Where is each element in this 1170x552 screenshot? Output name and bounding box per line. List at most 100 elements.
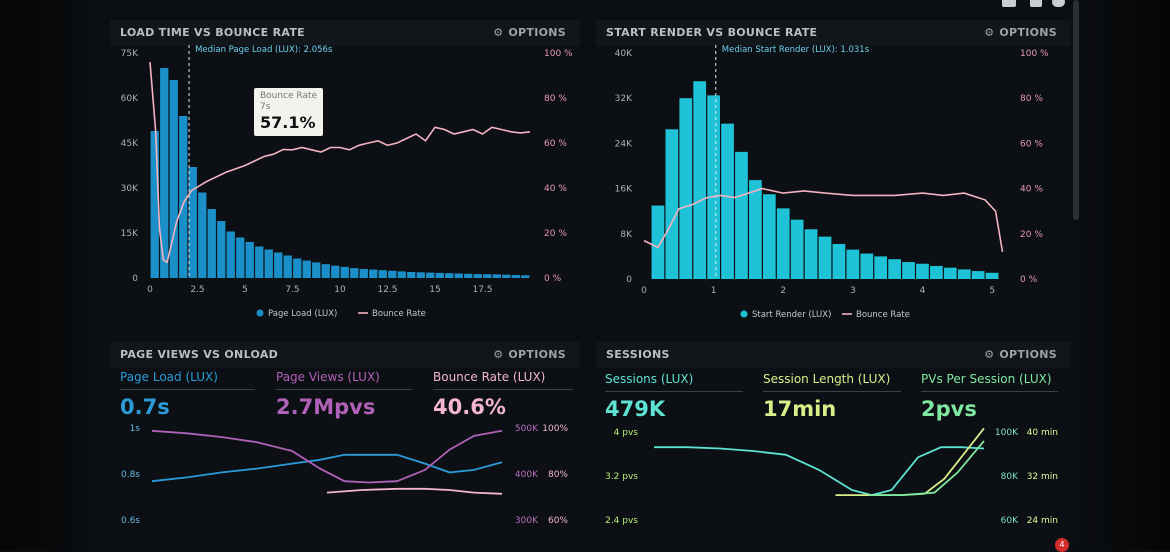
bookmark-icon[interactable] [1030, 0, 1042, 7]
right-tick-label: 24 min [1027, 516, 1058, 526]
y2-tick-label: 80 % [1020, 94, 1043, 104]
histogram-bar [255, 246, 264, 278]
histogram-bar [916, 263, 929, 279]
metric-sessions: Sessions (LUX) 479K [605, 372, 743, 421]
notification-badge[interactable]: 4 [1055, 538, 1069, 552]
histogram-bar [888, 259, 901, 279]
left-tick-label: 3.2 pvs [605, 472, 638, 482]
histogram-bar [464, 273, 473, 278]
x-tick-label: 15 [429, 285, 440, 295]
histogram-bar [340, 266, 349, 278]
histogram-bar [665, 129, 679, 279]
options-button[interactable]: ⚙ OPTIONS [493, 348, 566, 361]
histogram-bar [651, 205, 665, 279]
histogram-bar [264, 249, 273, 278]
metric-divider [433, 389, 573, 390]
y2-tick-label: 40 % [544, 184, 567, 194]
histogram-bar [943, 267, 957, 279]
y-tick-label: 0 [626, 275, 632, 285]
x-tick-label: 10 [334, 285, 346, 295]
histogram-bar [985, 272, 999, 279]
y2-tick-label: 60 % [544, 139, 567, 149]
panel-header: START RENDER VS BOUNCE RATE ⚙ OPTIONS [596, 20, 1071, 46]
histogram-bar [776, 208, 790, 279]
histogram-bar [207, 209, 216, 278]
tooltip-sublabel: 7s [260, 102, 271, 112]
histogram-bar [350, 268, 359, 278]
legend-swatch-bars [740, 310, 748, 318]
histogram-bar [321, 264, 330, 278]
series-line [151, 453, 503, 483]
histogram-bar [378, 270, 387, 278]
histogram-bar [930, 266, 943, 279]
y-tick-label: 60K [121, 94, 139, 104]
right-tick-label: 32 min [1027, 472, 1058, 482]
y2-tick-label: 40 % [1020, 185, 1043, 195]
x-tick-label: 5 [989, 286, 995, 296]
histogram-bar [331, 265, 340, 278]
vertical-scrollbar[interactable] [1073, 0, 1079, 220]
left-tick-label: 0.8s [121, 470, 140, 480]
panel-title: PAGE VIEWS VS ONLOAD [120, 348, 279, 361]
x-tick-label: 12.5 [377, 285, 397, 295]
x-tick-label: 0 [641, 286, 647, 296]
page-views-chart: 1s 0.8s 0.6s 500K 400K 300K 100% 80% 60% [121, 424, 568, 526]
metric-session-length: Session Length (LUX) 17min [763, 372, 901, 421]
histogram-bar [426, 272, 435, 278]
x-tick-label: 5 [242, 285, 248, 295]
panel-header: SESSIONS ⚙ OPTIONS [596, 342, 1071, 368]
histogram-bar [369, 269, 378, 278]
histogram-bar [179, 116, 188, 278]
page-views-panel: PAGE VIEWS VS ONLOAD ⚙ OPTIONS [110, 342, 580, 552]
bounce-rate-tooltip: Bounce Rate 7s 57.1% [254, 88, 324, 136]
legend-swatch-bars [256, 309, 264, 317]
metric-value: 40.6% [433, 395, 506, 419]
metric-value: 17min [763, 397, 837, 421]
sessions-chart: 4 pvs 3.2 pvs 2.4 pvs 100K 80K 60K 40 min 32 mi… [605, 427, 1058, 526]
histogram-bar [473, 274, 482, 278]
series-line [654, 446, 985, 497]
x-tick-label: 2 [780, 286, 786, 296]
histogram-bar [492, 274, 501, 278]
histogram-bar [721, 123, 734, 279]
metric-bounce-rate: Bounce Rate (LUX) 40.6% [433, 370, 573, 419]
histogram-bar [226, 231, 235, 278]
metric-label: Page Load (LUX) [120, 370, 218, 384]
legend-label: Bounce Rate [856, 310, 910, 320]
histogram-bar [957, 269, 971, 279]
right-tick-label: 60K [1001, 516, 1019, 526]
metric-label: PVs Per Session (LUX) [921, 372, 1052, 386]
y-tick-label: 30K [121, 184, 139, 194]
legend-label: Bounce Rate [372, 309, 426, 319]
options-button[interactable]: ⚙ OPTIONS [984, 26, 1057, 39]
histogram-bar [359, 269, 368, 278]
metric-label: Page Views (LUX) [276, 370, 380, 384]
gear-icon: ⚙ [984, 348, 995, 361]
histogram-bar [679, 98, 693, 279]
y2-tick-label: 60 % [1020, 139, 1043, 149]
series-line [868, 440, 985, 496]
histogram-bar [198, 192, 207, 278]
histogram-bar [902, 262, 915, 279]
metric-divider [120, 389, 255, 390]
panel-header: PAGE VIEWS VS ONLOAD ⚙ OPTIONS [110, 342, 580, 368]
legend-label: Start Render (LUX) [752, 310, 831, 320]
options-button[interactable]: ⚙ OPTIONS [984, 348, 1057, 361]
tooltip-value: 57.1% [260, 113, 316, 132]
y2-tick-label: 20 % [544, 229, 567, 239]
metric-divider [763, 391, 901, 392]
series-line [326, 487, 503, 495]
monitor-icon[interactable] [1002, 0, 1016, 7]
histogram-bar [735, 151, 748, 279]
x-tick-label: 1 [711, 286, 717, 296]
y-tick-label: 75K [121, 49, 139, 59]
options-button[interactable]: ⚙ OPTIONS [493, 26, 566, 39]
help-icon[interactable] [1052, 0, 1065, 7]
metric-page-load: Page Load (LUX) 0.7s [120, 370, 255, 419]
load-time-chart: 0 15K 30K 45K 60K 75K 0 % 20 % 40 % 60 % 80 % 100 %… [121, 45, 573, 319]
right-edge [1075, 0, 1170, 550]
histogram-bar [846, 249, 860, 279]
histogram-bar [832, 243, 846, 279]
panel-title: SESSIONS [606, 348, 670, 361]
panel-title: START RENDER VS BOUNCE RATE [606, 26, 818, 39]
